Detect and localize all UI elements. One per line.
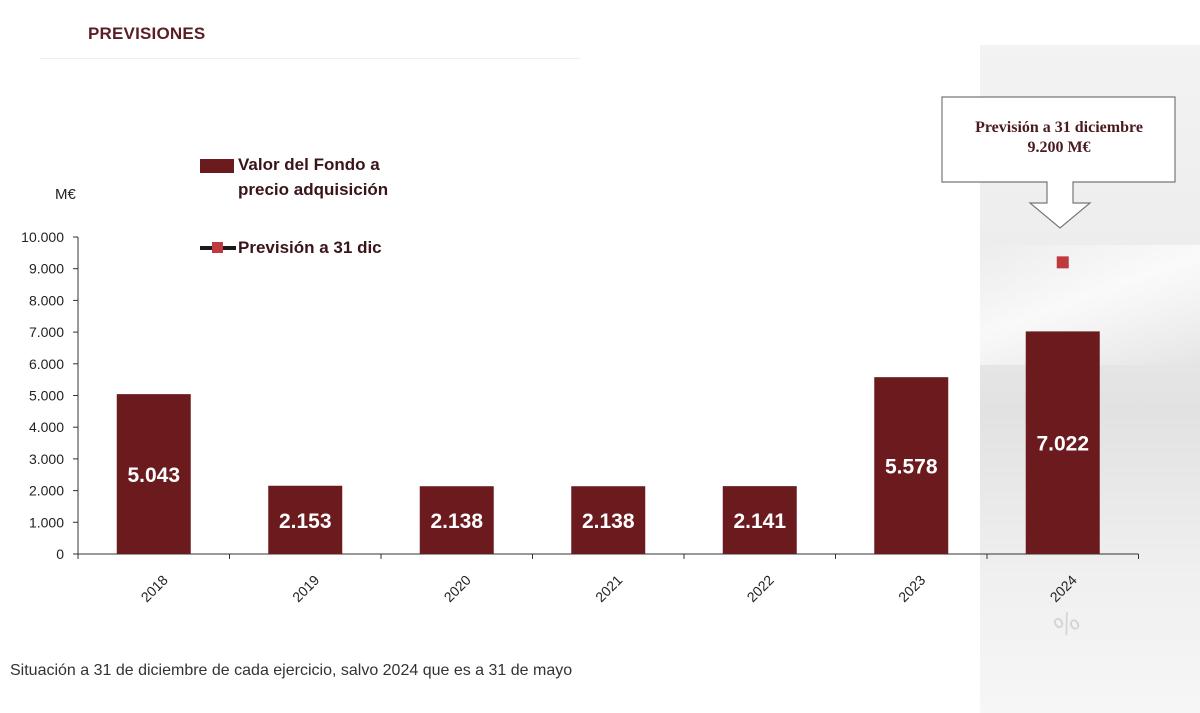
page-title: PREVISIONES <box>88 24 206 43</box>
footnote: Situación a 31 de diciembre de cada ejer… <box>10 662 573 679</box>
callout-line2: 9.200 M€ <box>1027 139 1091 156</box>
legend-bar-swatch <box>200 159 234 173</box>
y-tick-label: 1.000 <box>29 514 64 530</box>
callout-line1: Previsión a 31 diciembre <box>975 119 1143 136</box>
callout-box <box>941 96 1176 229</box>
forecast-point-2024 <box>1056 256 1069 269</box>
y-tick-label: 5.000 <box>29 388 64 404</box>
y-axis-unit-label: M€ <box>55 186 76 203</box>
legend-point-marker <box>212 242 223 253</box>
bar-value-label-2022: 2.141 <box>733 510 786 533</box>
y-tick-label: 7.000 <box>29 324 64 340</box>
x-tick-label-2023: 2023 <box>895 572 928 605</box>
bar-2021 <box>571 486 646 554</box>
bar-value-label-2020: 2.138 <box>430 510 483 533</box>
x-tick-label-2022: 2022 <box>744 572 777 605</box>
bar-value-label-2023: 5.578 <box>885 456 938 479</box>
bar-series: 5.043 2.153 2.138 2.138 2.141 5.578 7.022 <box>116 331 1100 554</box>
bar-2018 <box>116 394 191 554</box>
y-tick-label: 0 <box>56 546 64 562</box>
bar-value-label-2024: 7.022 <box>1036 433 1089 456</box>
x-tick-label-2019: 2019 <box>289 572 322 605</box>
legend-point-label: Previsión a 31 dic <box>238 238 382 257</box>
bar-2024 <box>1025 331 1100 554</box>
y-tick-label: 2.000 <box>29 483 64 499</box>
legend-bar-label-line2: precio adquisición <box>238 180 389 199</box>
point-series <box>1056 256 1069 269</box>
x-tick-label-2020: 2020 <box>441 572 474 605</box>
y-tick-label: 8.000 <box>29 292 64 308</box>
x-tick-label-2024: 2024 <box>1047 572 1080 605</box>
callout-text: Previsión a 31 diciembre 9.200 M€ <box>942 118 1176 158</box>
title-divider <box>40 58 580 59</box>
x-tick-label-2018: 2018 <box>138 572 171 605</box>
y-tick-label: 4.000 <box>29 419 64 435</box>
bar-2023 <box>874 377 949 554</box>
y-tick-label: 9.000 <box>29 261 64 277</box>
bar-2019 <box>268 485 343 554</box>
legend-bar-label-line1: Valor del Fondo a <box>238 155 380 174</box>
bar-value-label-2021: 2.138 <box>582 510 635 533</box>
bar-2022 <box>722 486 797 554</box>
bar-value-label-2018: 5.043 <box>127 464 180 487</box>
bar-value-label-2019: 2.153 <box>279 510 332 533</box>
y-tick-label: 10.000 <box>21 229 64 245</box>
x-tick-label-2021: 2021 <box>592 572 625 605</box>
legend-item-bar-series: Valor del Fondo a precio adquisición <box>200 152 389 202</box>
bar-2020 <box>419 486 494 554</box>
y-tick-label: 6.000 <box>29 356 64 372</box>
legend-point-swatch <box>200 242 236 253</box>
y-tick-label: 3.000 <box>29 451 64 467</box>
legend-item-point-series: Previsión a 31 dic <box>200 235 382 260</box>
